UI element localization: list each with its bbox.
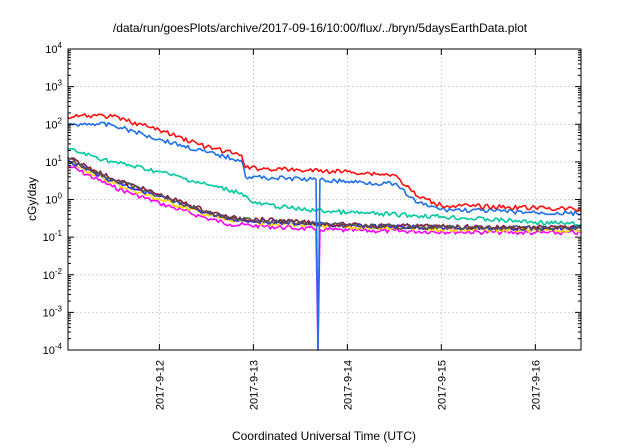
y-tick-label: 101 bbox=[45, 154, 62, 169]
tick-labels: 10-410-310-210-11001011021031042017-9-12… bbox=[43, 41, 543, 410]
y-tick-label: 102 bbox=[45, 116, 62, 131]
y-tick-label: 104 bbox=[45, 41, 62, 56]
y-tick-label-exponent: -2 bbox=[55, 267, 63, 276]
y-tick-label-base: 10 bbox=[43, 270, 55, 282]
y-tick-label-base: 10 bbox=[43, 307, 55, 319]
series-line bbox=[67, 148, 582, 227]
y-tick-label-exponent: 4 bbox=[58, 41, 63, 50]
y-tick-label-exponent: -4 bbox=[55, 342, 63, 351]
x-tick-label: 2017-9-12 bbox=[154, 360, 166, 410]
y-tick-label-exponent: 1 bbox=[58, 154, 63, 163]
x-tick-label: 2017-9-14 bbox=[342, 360, 354, 410]
series-line bbox=[67, 158, 582, 232]
chart-title: /data/run/goesPlots/archive/2017-09-16/1… bbox=[113, 21, 528, 35]
axis-ticks bbox=[68, 48, 581, 351]
series-line bbox=[67, 161, 582, 234]
series-line bbox=[67, 121, 582, 351]
series-group bbox=[67, 113, 582, 351]
y-tick-label-base: 10 bbox=[43, 345, 55, 357]
y-tick-label: 10-2 bbox=[43, 267, 63, 282]
y-tick-label-exponent: 2 bbox=[58, 116, 63, 125]
y-tick-label-base: 10 bbox=[45, 119, 57, 131]
y-tick-label-exponent: -3 bbox=[55, 304, 63, 313]
y-tick-label-exponent: 3 bbox=[58, 79, 63, 88]
y-tick-label-base: 10 bbox=[45, 195, 57, 207]
y-tick-label-base: 10 bbox=[45, 82, 57, 94]
y-tick-label-exponent: 0 bbox=[58, 192, 63, 201]
y-tick-label: 100 bbox=[45, 192, 62, 207]
x-tick-label: 2017-9-13 bbox=[248, 360, 260, 410]
x-tick-label: 2017-9-16 bbox=[530, 360, 542, 410]
y-tick-label: 10-4 bbox=[43, 342, 63, 357]
grid bbox=[68, 49, 581, 350]
y-tick-label: 10-1 bbox=[43, 229, 63, 244]
y-tick-label-exponent: -1 bbox=[55, 229, 63, 238]
y-axis-title: cGy/day bbox=[25, 177, 39, 221]
y-tick-label-base: 10 bbox=[43, 232, 55, 244]
x-axis-title: Coordinated Universal Time (UTC) bbox=[232, 429, 416, 443]
y-tick-label: 10-3 bbox=[43, 304, 63, 319]
series-line bbox=[67, 113, 582, 213]
x-tick-label: 2017-9-15 bbox=[436, 360, 448, 410]
y-tick-label-base: 10 bbox=[45, 157, 57, 169]
y-tick-label-base: 10 bbox=[45, 44, 57, 56]
y-tick-label: 103 bbox=[45, 79, 62, 94]
